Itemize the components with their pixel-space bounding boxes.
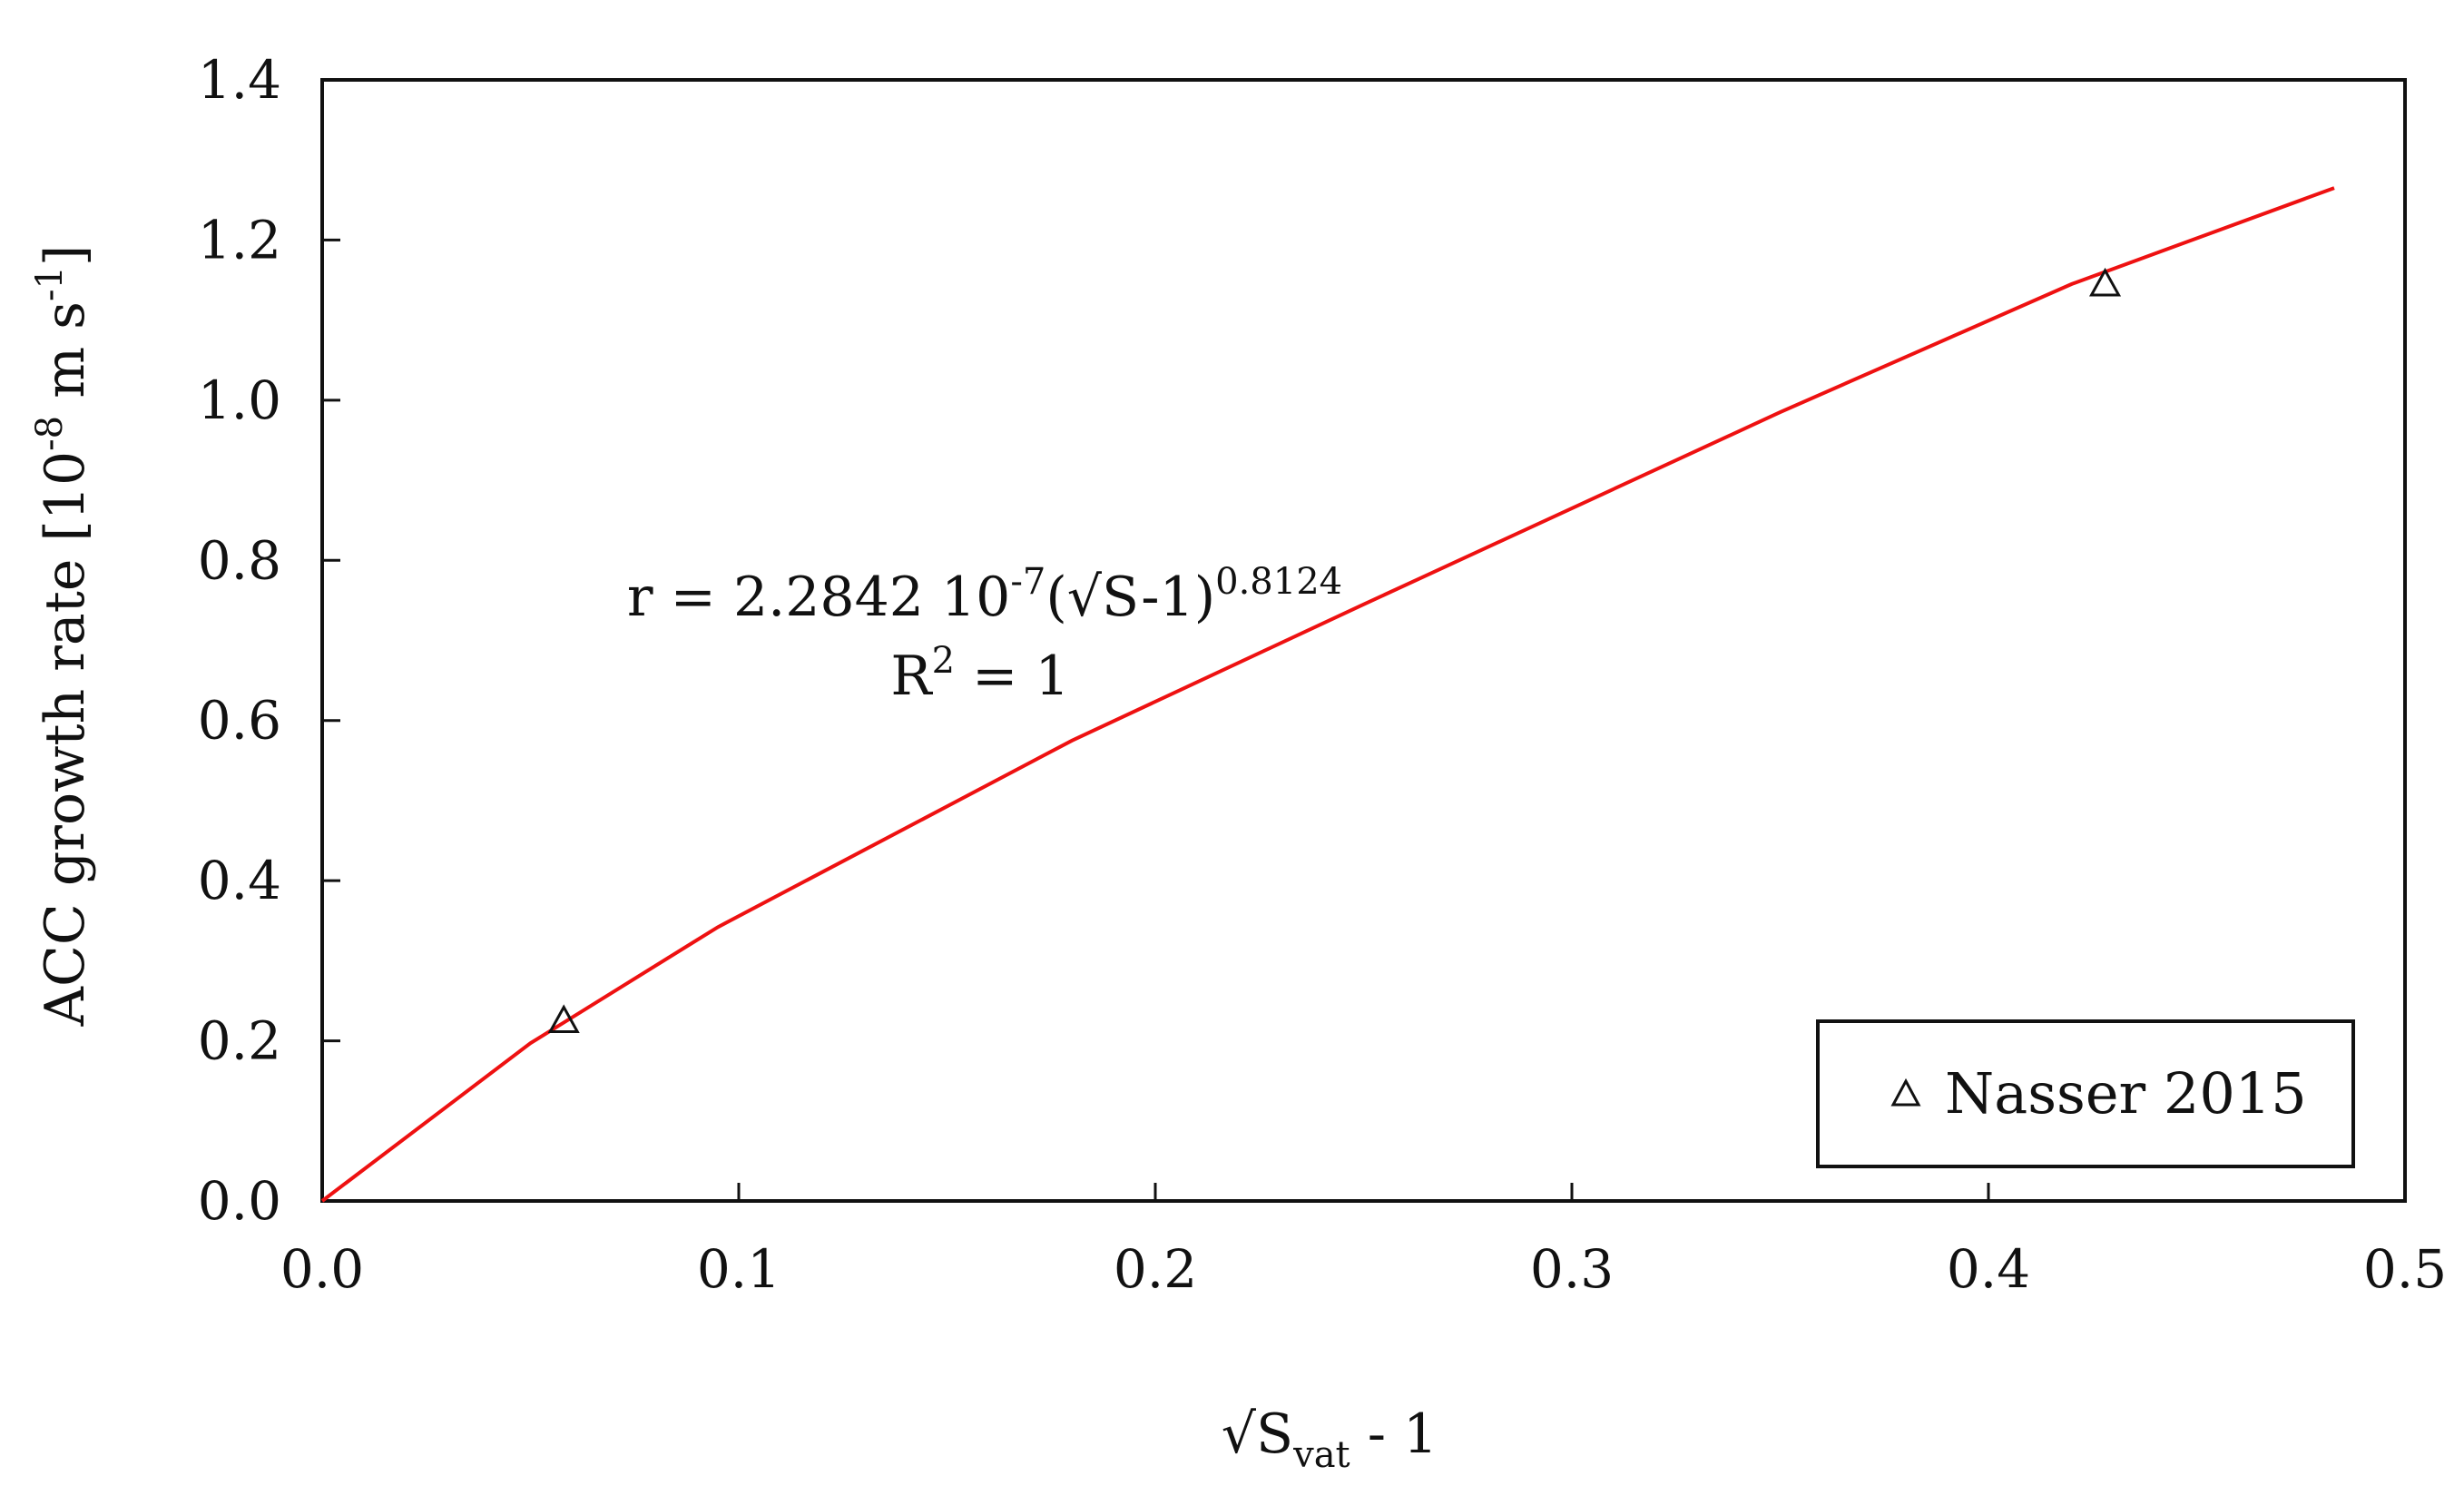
x-tick-label: 0.3 <box>1530 1238 1614 1300</box>
legend-label-nasser-2015: Nasser 2015 <box>1945 1060 2307 1127</box>
series-layer <box>320 186 2335 1203</box>
x-tick-label: 0.1 <box>697 1238 780 1300</box>
legend-triangle-icon <box>1890 1078 1921 1107</box>
data-point-triangle <box>547 1004 580 1034</box>
x-axis-title: √Svat - 1 <box>1222 1402 1438 1476</box>
y-axis-title: ACC growth rate [10-8 m s-1] <box>29 245 97 1028</box>
y-tick-label: 0.2 <box>198 1010 281 1072</box>
plot-area-frame <box>320 78 2407 1203</box>
y-tick-label: 1.4 <box>198 49 281 111</box>
fit-curve <box>320 186 2335 1203</box>
y-tick-label: 0.4 <box>198 850 281 911</box>
data-point-triangle <box>2088 267 2122 297</box>
x-tick-label: 0.4 <box>1947 1238 2030 1300</box>
x-tick-label: 0.2 <box>1114 1238 1197 1300</box>
y-tick-label: 0.6 <box>198 690 281 752</box>
y-tick-label: 0.8 <box>198 529 281 591</box>
legend-box <box>1816 1019 2355 1168</box>
y-tick-label: 1.0 <box>198 369 281 431</box>
y-tick-label: 0.0 <box>198 1170 281 1232</box>
x-tick-label: 0.5 <box>2363 1238 2447 1300</box>
x-tick-label: 0.0 <box>280 1238 364 1300</box>
equation-line-2: R2 = 1 <box>890 640 1069 708</box>
legend: Nasser 2015 <box>1816 1019 2355 1168</box>
y-tick-label: 1.2 <box>198 209 281 271</box>
equation-line-1: r = 2.2842 10-7(√S-1)0.8124 <box>627 561 1342 629</box>
x-axis-ticks: 0.0 0.1 0.2 0.3 0.4 0.5 <box>280 1183 2447 1300</box>
y-axis-ticks: 0.0 0.2 0.4 0.6 0.8 1.0 1.2 1.4 <box>198 49 340 1232</box>
